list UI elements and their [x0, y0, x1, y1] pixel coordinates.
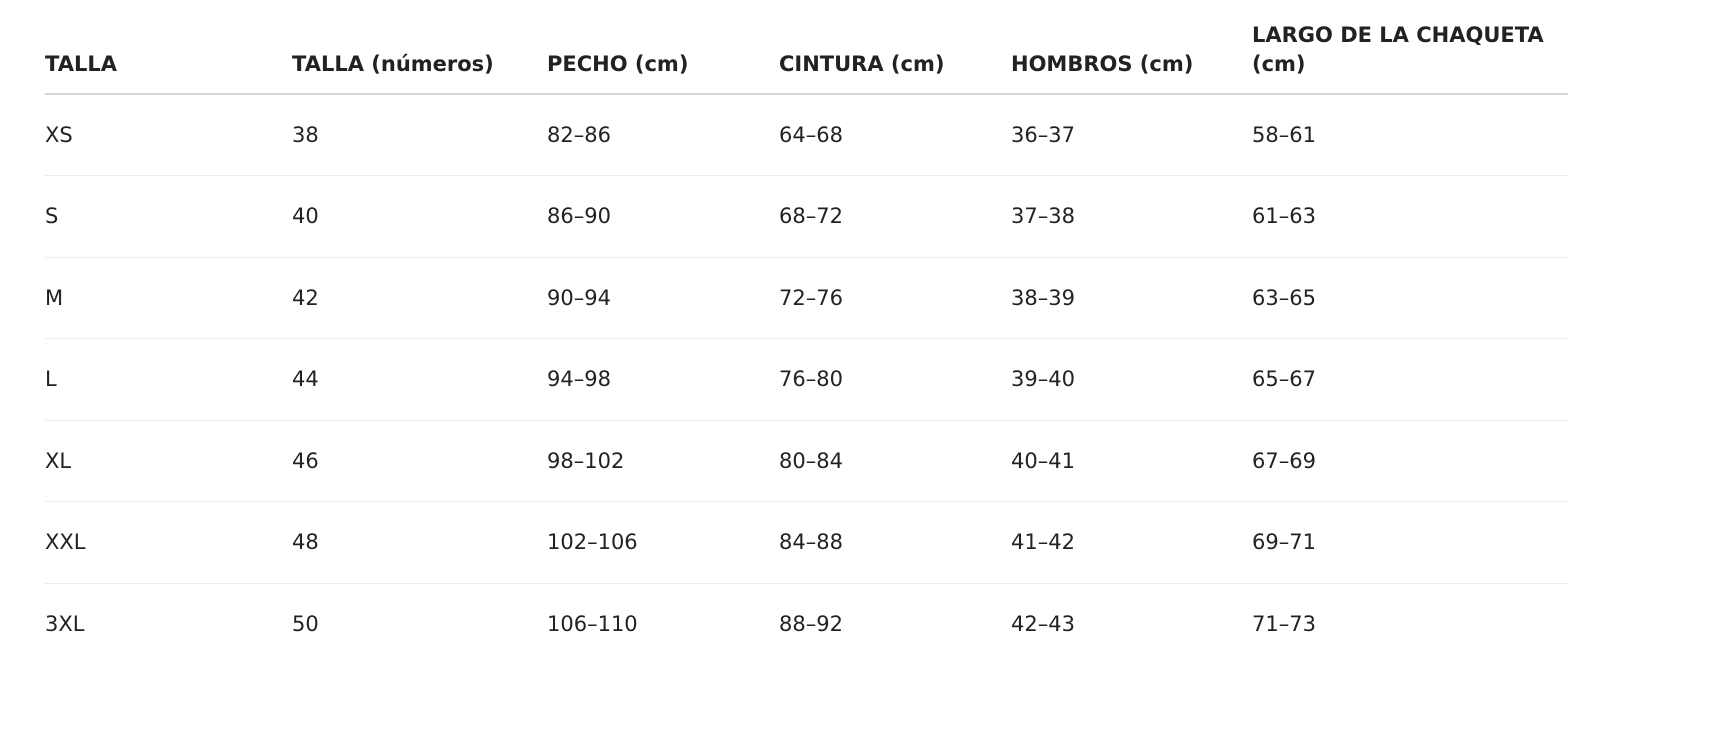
header-cell: LARGO DE LA CHAQUETA (cm): [1252, 0, 1568, 95]
table-cell: 88–92: [779, 612, 843, 636]
table-cell: 80–84: [779, 420, 1011, 502]
table-cell: L: [45, 338, 292, 421]
table-cell: XS: [45, 94, 292, 176]
table-cell: 3XL: [45, 612, 85, 636]
table-cell: XL: [45, 420, 292, 502]
table-row: XXL 48 102–106 84–88 41–42 69–71: [45, 501, 1568, 584]
table-row: S 40 86–90 68–72 37–38 61–63: [45, 175, 1568, 258]
table-cell: 106–110: [547, 612, 638, 636]
table-cell: XXL: [45, 501, 292, 584]
table-cell: 102–106: [547, 501, 779, 584]
table-cell: 71–73: [1252, 612, 1316, 636]
table-cell: 76–80: [779, 338, 1011, 421]
table-row: XL 46 98–102 80–84 40–41 67–69: [45, 420, 1568, 502]
table-cell: 39–40: [1011, 338, 1252, 421]
table-cell: 67–69: [1252, 420, 1568, 502]
table-row: XS 38 82–86 64–68 36–37 58–61: [45, 94, 1568, 176]
table-cell: 41–42: [1011, 501, 1252, 584]
table-cell: 98–102: [547, 420, 779, 502]
table-cell: 36–37: [1011, 94, 1252, 176]
table-cell: 48: [292, 501, 547, 584]
table-cell: 61–63: [1252, 175, 1568, 258]
table-cell: 72–76: [779, 257, 1011, 339]
header-row: TALLA TALLA (números) PECHO (cm) CINTURA (c…: [45, 0, 1568, 95]
table-cell: 44: [292, 338, 547, 421]
table-cell: 42: [292, 257, 547, 339]
table-cell: 86–90: [547, 175, 779, 258]
table-cell: 42–43: [1011, 612, 1075, 636]
table-cell: 84–88: [779, 501, 1011, 584]
table-cell: 38–39: [1011, 257, 1252, 339]
table-cell: 38: [292, 94, 547, 176]
header-cell: TALLA (números): [292, 0, 547, 95]
table-cell: 90–94: [547, 257, 779, 339]
table-cell: 50: [292, 612, 319, 636]
header-cell: HOMBROS (cm): [1011, 0, 1252, 95]
table-row: M 42 90–94 72–76 38–39 63–65: [45, 257, 1568, 339]
table-cell: 65–67: [1252, 338, 1568, 421]
table-cell: 82–86: [547, 94, 779, 176]
table-cell: 68–72: [779, 175, 1011, 258]
table-cell: 64–68: [779, 94, 1011, 176]
header-cell: TALLA: [45, 0, 292, 95]
size-table: TALLA TALLA (números) PECHO (cm) CINTURA (c…: [45, 0, 1568, 665]
table-cell: 69–71: [1252, 501, 1568, 584]
table-cell: S: [45, 175, 292, 258]
header-cell: CINTURA (cm): [779, 0, 1011, 95]
table-cell: 63–65: [1252, 257, 1568, 339]
table-cell: 40: [292, 175, 547, 258]
table-cell: 37–38: [1011, 175, 1252, 258]
table-cell: M: [45, 257, 292, 339]
table-body: XS 38 82–86 64–68 36–37 58–61 S 40 86–90 68–72 37–…: [45, 94, 1568, 665]
table-cell: 46: [292, 420, 547, 502]
table-cell: 40–41: [1011, 420, 1252, 502]
table-cell: 58–61: [1252, 94, 1568, 176]
table-row: L 44 94–98 76–80 39–40 65–67: [45, 338, 1568, 421]
table-cell: 94–98: [547, 338, 779, 421]
header-cell: PECHO (cm): [547, 0, 779, 95]
table-row: 3XL 50 106–110 88–92 42–43 71–73: [45, 583, 1568, 665]
